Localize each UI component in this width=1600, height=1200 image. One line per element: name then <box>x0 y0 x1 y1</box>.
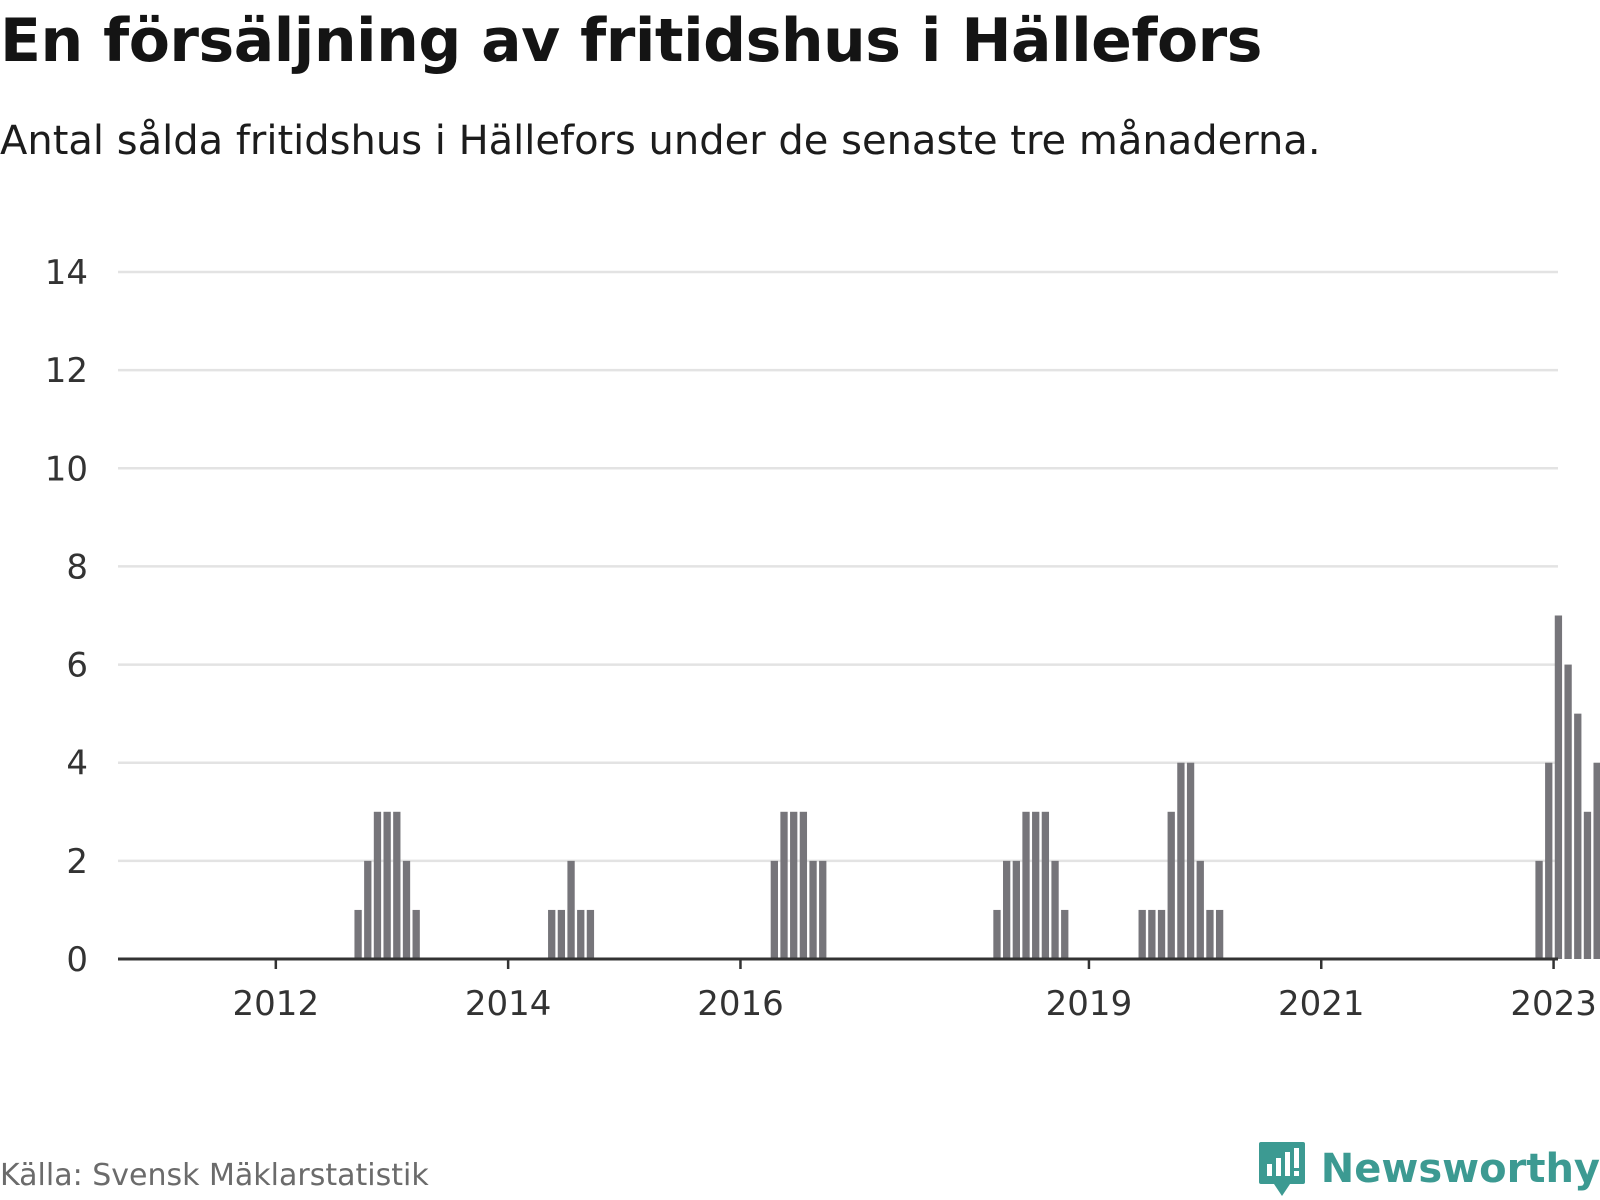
bar <box>1535 860 1543 959</box>
x-tick-label: 2021 <box>1278 984 1365 1024</box>
bar <box>770 860 778 959</box>
bar <box>1022 811 1030 959</box>
y-tick-label: 12 <box>45 351 88 391</box>
bar <box>373 811 382 959</box>
bar <box>364 860 372 959</box>
bar <box>393 811 401 959</box>
bar <box>1564 664 1572 959</box>
bar <box>1574 713 1582 959</box>
x-tick-label: 2016 <box>697 984 784 1024</box>
bar <box>1003 860 1011 959</box>
bar <box>780 811 788 959</box>
chart-subtitle: Antal sålda fritidshus i Hällefors under… <box>0 118 1321 164</box>
source-note: Källa: Svensk Mäklarstatistik <box>0 1158 429 1193</box>
bar <box>1593 762 1600 959</box>
bar <box>799 811 808 959</box>
bar <box>557 909 566 959</box>
bar <box>1051 860 1059 959</box>
bar <box>1167 811 1175 959</box>
bar <box>1041 811 1050 959</box>
bar <box>1583 811 1592 959</box>
bar <box>1206 909 1214 959</box>
x-axis: 2012 2014 2016 2019 2021 2023 <box>118 957 1597 1024</box>
y-tick-label: 6 <box>66 646 88 686</box>
bar <box>809 860 817 959</box>
bar <box>993 909 1001 959</box>
brand-logo[interactable]: Newsworthy <box>1257 1140 1600 1198</box>
bar <box>1215 909 1224 959</box>
bar <box>567 860 575 959</box>
y-tick-label: 4 <box>66 744 88 784</box>
bar <box>1032 811 1040 959</box>
brand-name: Newsworthy <box>1320 1146 1600 1192</box>
y-tick-label: 2 <box>66 842 88 882</box>
bar <box>1196 860 1204 959</box>
x-tick-label: 2014 <box>465 984 552 1024</box>
bar <box>402 860 411 959</box>
bar <box>1545 762 1553 959</box>
bar <box>412 909 420 959</box>
y-tick-label: 8 <box>66 547 88 587</box>
bar <box>819 860 827 959</box>
bar <box>1148 909 1156 959</box>
bar <box>1012 860 1020 959</box>
y-tick-label: 14 <box>45 253 88 293</box>
y-tick-label: 0 <box>66 940 88 980</box>
gridlines <box>118 270 1558 863</box>
bar <box>354 909 362 959</box>
bar <box>1138 909 1146 959</box>
y-tick-label: 10 <box>45 449 88 489</box>
bar <box>1186 762 1195 959</box>
bar <box>1554 615 1563 959</box>
bars <box>354 615 1600 959</box>
chart-title: En försäljning av fritidshus i Hällefors <box>0 6 1262 76</box>
bar <box>586 909 595 959</box>
bar <box>383 811 391 959</box>
x-tick-label: 2023 <box>1510 984 1597 1024</box>
bar <box>1177 762 1185 959</box>
y-axis-ticks: 0 2 4 6 8 10 12 14 <box>45 253 88 980</box>
x-tick-label: 2019 <box>1046 984 1133 1024</box>
bar <box>1061 909 1069 959</box>
bar <box>1157 909 1166 959</box>
bar <box>548 909 556 959</box>
newsworthy-logo-icon <box>1258 1142 1305 1196</box>
bar <box>577 909 585 959</box>
bar <box>790 811 798 959</box>
x-tick-label: 2012 <box>233 984 320 1024</box>
